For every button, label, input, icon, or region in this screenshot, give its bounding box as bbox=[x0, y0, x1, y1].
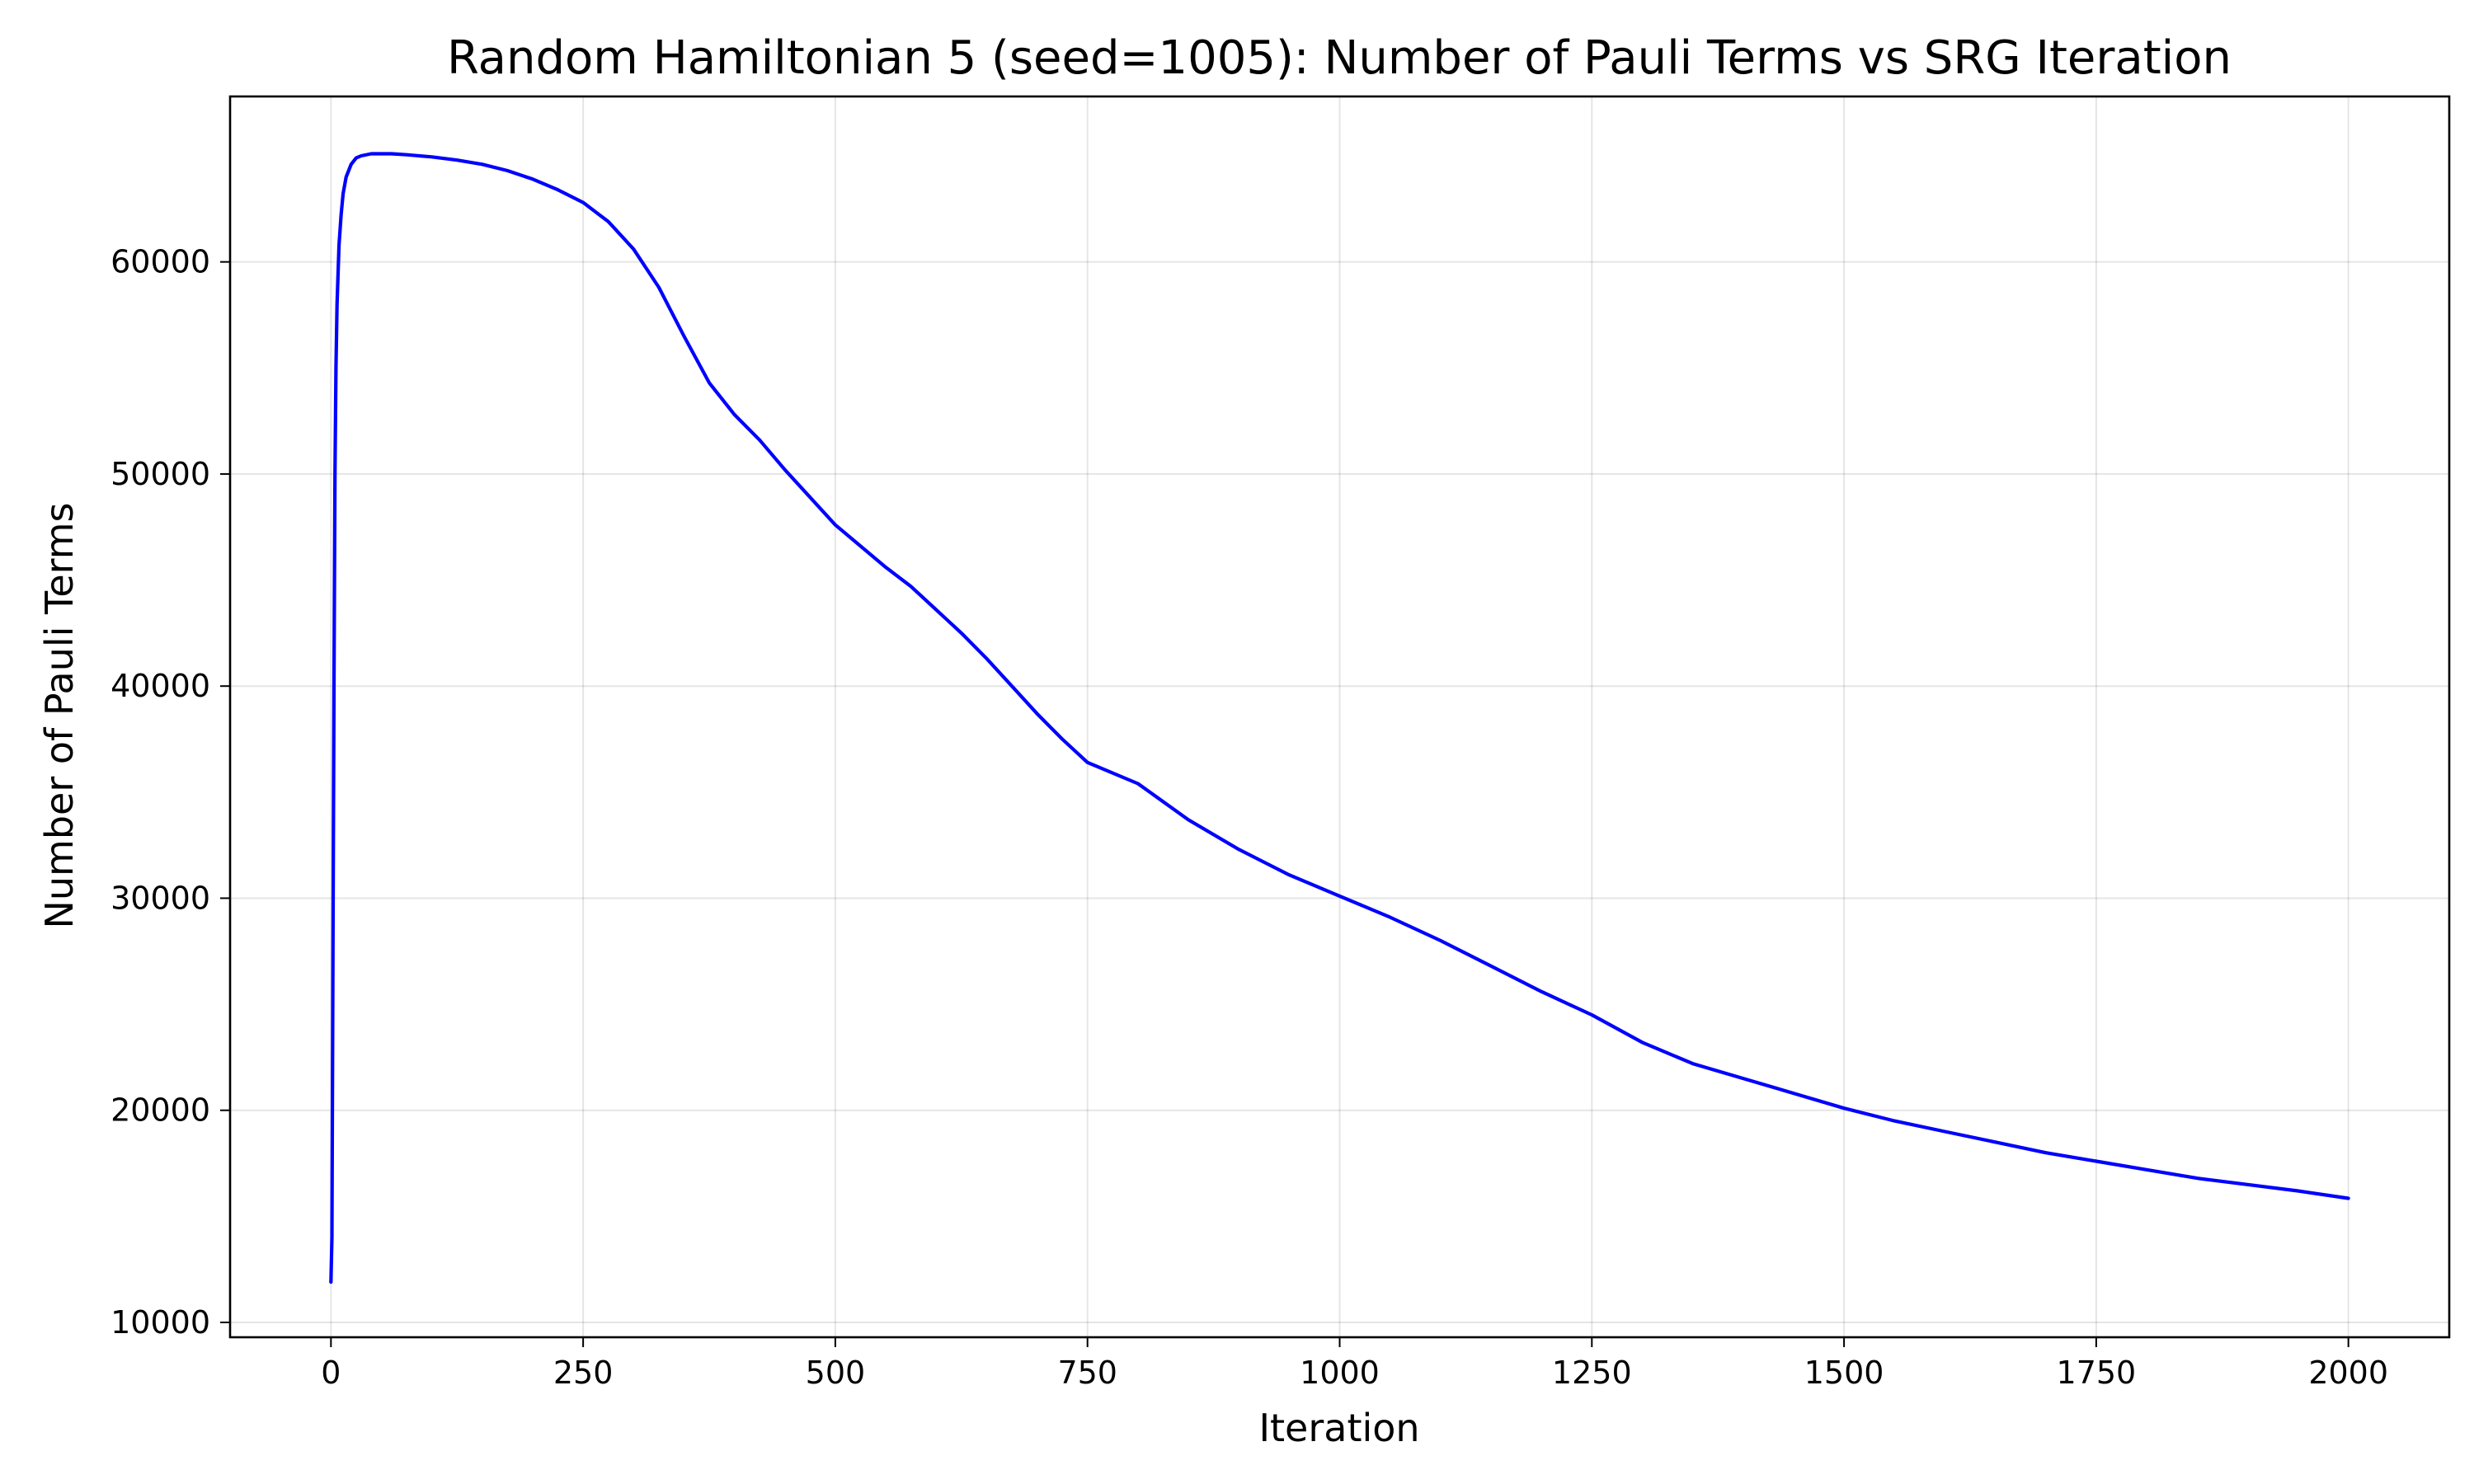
y-tick-label: 40000 bbox=[111, 668, 210, 704]
x-tick-label: 1750 bbox=[2057, 1355, 2137, 1391]
x-tick-label: 0 bbox=[321, 1355, 341, 1391]
y-ticks-group: 10000 20000 30000 40000 50000 60000 bbox=[111, 244, 230, 1341]
x-tick-label: 1250 bbox=[1552, 1355, 1632, 1391]
x-tick-label: 1000 bbox=[1300, 1355, 1380, 1391]
x-tick-label: 750 bbox=[1057, 1355, 1117, 1391]
y-tick-label: 60000 bbox=[111, 244, 210, 280]
x-axis-label: Iteration bbox=[1258, 1406, 1419, 1450]
grid-group bbox=[230, 96, 2449, 1337]
x-tick-label: 250 bbox=[553, 1355, 614, 1391]
x-tick-label: 1500 bbox=[1804, 1355, 1884, 1391]
chart-title: Random Hamiltonian 5 (seed=1005): Number… bbox=[447, 31, 2232, 85]
y-tick-label: 20000 bbox=[111, 1092, 210, 1129]
series-group bbox=[329, 152, 2350, 1284]
x-ticks-group: 0 250 500 750 1000 1250 1500 1750 2000 bbox=[321, 1337, 2388, 1391]
y-tick-label: 50000 bbox=[111, 456, 210, 492]
x-tick-label: 500 bbox=[806, 1355, 866, 1391]
series-line-0 bbox=[329, 152, 2350, 1284]
y-tick-label: 30000 bbox=[111, 880, 210, 916]
y-axis-label: Number of Pauli Terms bbox=[37, 502, 82, 928]
x-tick-label: 2000 bbox=[2308, 1355, 2388, 1391]
y-tick-label: 10000 bbox=[111, 1304, 210, 1341]
